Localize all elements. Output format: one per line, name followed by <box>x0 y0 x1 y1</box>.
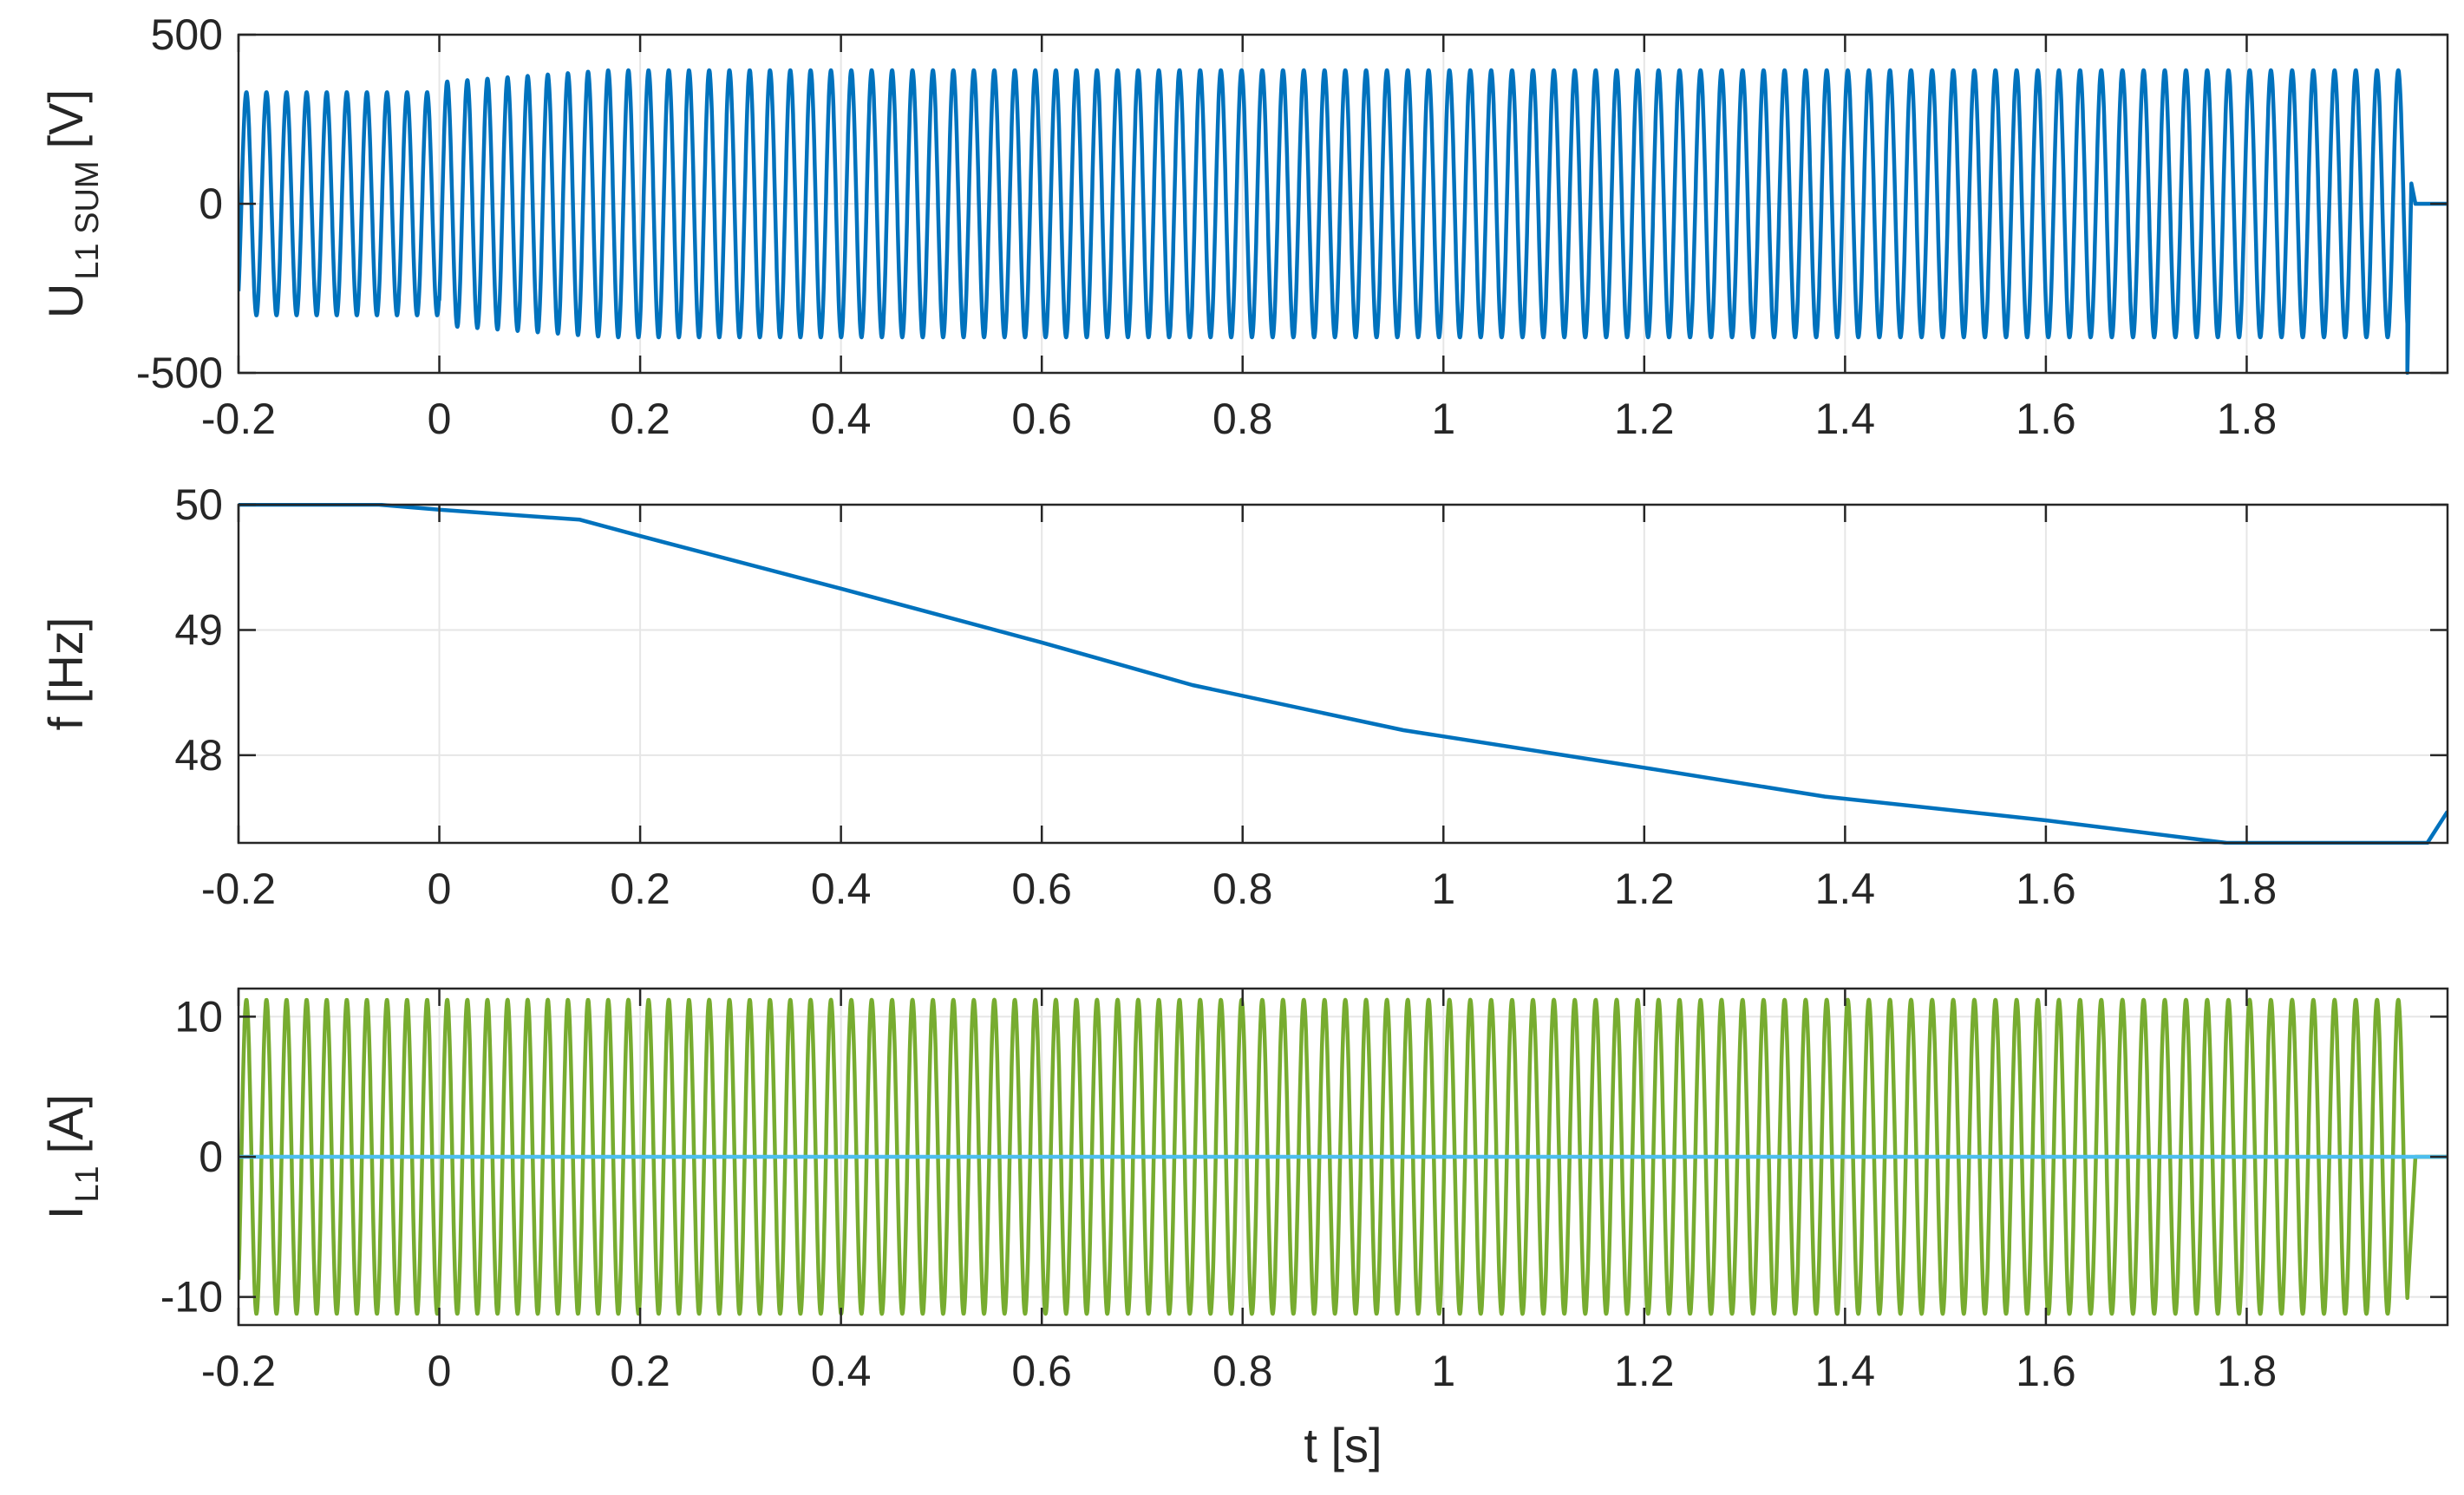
y-tick-label: 0 <box>199 1133 223 1181</box>
x-tick-label: 1 <box>1431 395 1455 443</box>
y-axis-label: f [Hz] <box>38 617 93 731</box>
current-panel: -0.2 0 0.2 0.4 0.6 0.8 1 1.2 1.4 1.6 1.8 -10 0 10 IL1[… <box>38 987 2449 1472</box>
y-tick-label: 48 <box>174 731 223 780</box>
frequency-panel: -0.2 0 0.2 0.4 0.6 0.8 1 1.2 1.4 1.6 1.8 48 49 50 f [H… <box>38 480 2449 913</box>
x-tick-label: 1.8 <box>2217 395 2278 443</box>
x-tick-label: 1.2 <box>1614 395 1675 443</box>
x-tick-label: 0.6 <box>1011 395 1072 443</box>
y-tick-label: 49 <box>174 605 223 654</box>
y-tick-label: -10 <box>160 1273 223 1322</box>
x-tick-label: 0.8 <box>1212 865 1273 913</box>
x-tick-label: 0.2 <box>610 1347 670 1395</box>
x-tick-label: 0.6 <box>1011 865 1072 913</box>
x-tick-label: -0.2 <box>201 395 276 443</box>
series-group <box>239 68 2448 375</box>
x-tick-label: 1.4 <box>1815 865 1876 913</box>
series-line-0 <box>239 503 2448 845</box>
x-tick-label: 0 <box>428 1347 452 1395</box>
x-tick-label: 0.8 <box>1212 395 1273 443</box>
x-tick-label: 0.2 <box>610 395 670 443</box>
x-tick-label: -0.2 <box>201 865 276 913</box>
x-tick-label: -0.2 <box>201 1347 276 1395</box>
x-tick-label: 0 <box>428 395 452 443</box>
y-tick-label: 0 <box>199 180 223 228</box>
series-group <box>239 503 2448 845</box>
y-tick-label: 500 <box>151 10 223 59</box>
series-line-0 <box>239 68 2448 375</box>
x-tick-label: 0.4 <box>811 395 872 443</box>
x-tick-label: 1.4 <box>1815 1347 1876 1395</box>
x-tick-label: 1.8 <box>2217 865 2278 913</box>
x-tick-label: 0.2 <box>610 865 670 913</box>
x-tick-label: 1.2 <box>1614 865 1675 913</box>
plot-area <box>239 505 2448 843</box>
x-tick-label: 0.8 <box>1212 1347 1273 1395</box>
x-tick-label: 0.4 <box>811 1347 872 1395</box>
x-tick-label: 1.2 <box>1614 1347 1675 1395</box>
x-tick-label: 1.8 <box>2217 1347 2278 1395</box>
x-tick-label: 1.6 <box>2016 395 2076 443</box>
voltage-panel: -0.2 0 0.2 0.4 0.6 0.8 1 1.2 1.4 1.6 1.8 -500 0 500 UL… <box>38 10 2449 443</box>
x-axis-label: t [s] <box>1304 1418 1382 1472</box>
x-tick-label: 0.4 <box>811 865 872 913</box>
x-tick-label: 1.6 <box>2016 1347 2076 1395</box>
x-tick-label: 1.4 <box>1815 395 1876 443</box>
x-tick-label: 1 <box>1431 1347 1455 1395</box>
x-tick-label: 0 <box>428 865 452 913</box>
x-tick-label: 0.6 <box>1011 1347 1072 1395</box>
x-tick-label: 1.6 <box>2016 865 2076 913</box>
y-tick-label: -500 <box>136 349 223 397</box>
y-axis-label: IL1[A] <box>38 1094 106 1219</box>
x-tick-label: 1 <box>1431 865 1455 913</box>
y-tick-label: 10 <box>174 992 223 1041</box>
y-tick-label: 50 <box>174 480 223 529</box>
axes-box <box>237 503 2449 845</box>
y-axis-label: UL1 SUM[V] <box>38 89 106 318</box>
series-group <box>239 997 2448 1316</box>
series-line-0 <box>239 997 2448 1316</box>
